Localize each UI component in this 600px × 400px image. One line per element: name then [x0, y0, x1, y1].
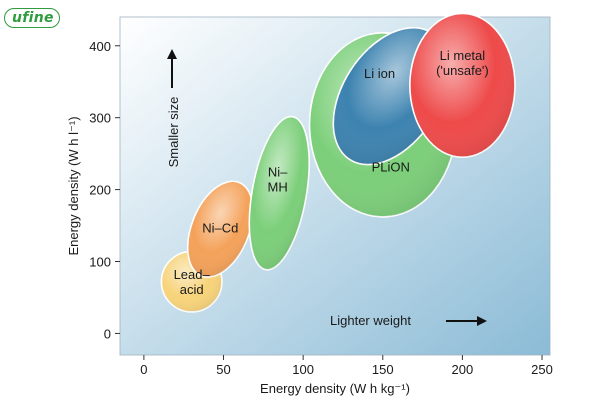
region-label: Lead– acid	[174, 267, 211, 297]
region-label: Ni–Cd	[202, 221, 238, 236]
y-axis-title: Energy density (W h l⁻¹)	[66, 116, 81, 255]
x-tick-label: 100	[292, 362, 314, 377]
x-tick-label: 0	[140, 362, 147, 377]
y-tick-label: 0	[104, 326, 111, 341]
y-axis-ticks: 0 100 200 300 400	[89, 39, 120, 341]
region-shading	[187, 181, 253, 278]
smaller-size-label: Smaller size	[166, 97, 181, 168]
region-label-line: ('unsafe')	[436, 63, 489, 78]
region-shading	[249, 116, 310, 270]
region-label: Ni– MH	[268, 164, 289, 194]
region-label: Li metal ('unsafe')	[436, 48, 489, 78]
region-label-line: Ni–	[268, 164, 288, 179]
region-ni-cd	[186, 180, 254, 278]
y-tick-label: 200	[89, 183, 111, 198]
region-li-metal-unsafe	[409, 12, 516, 159]
regions-layer: Lead– acid Ni–Cd Ni– MH PLiON Li ion Li metal ('…	[160, 12, 516, 313]
x-tick-label: 200	[452, 362, 474, 377]
region-ni-mh	[248, 115, 310, 271]
lighter-weight-label: Lighter weight	[330, 313, 411, 328]
region-label-line: Li ion	[364, 66, 395, 81]
y-tick-label: 400	[89, 39, 111, 54]
x-axis-ticks: 0 50 100 150 200 250	[140, 355, 553, 377]
x-tick-label: 250	[531, 362, 553, 377]
region-label-line: MH	[268, 179, 288, 194]
region-label: PLiON	[372, 160, 410, 175]
y-tick-label: 100	[89, 255, 111, 270]
annotations-layer: Smaller size Lighter weight	[166, 49, 487, 328]
logo-ring	[4, 8, 60, 28]
x-tick-label: 150	[372, 362, 394, 377]
ufine-logo: ufine	[4, 8, 60, 28]
region-label-line: PLiON	[372, 160, 410, 175]
region-shading	[409, 13, 515, 158]
region-label-line: Ni–Cd	[202, 221, 238, 236]
region-label-line: Li metal	[440, 48, 486, 63]
region-label: Li ion	[364, 66, 395, 81]
x-axis-title: Energy density (W h kg⁻¹)	[260, 381, 410, 396]
x-tick-label: 50	[216, 362, 230, 377]
y-tick-label: 300	[89, 111, 111, 126]
logo-text: ufine	[12, 10, 54, 26]
region-label-line: Lead–	[174, 267, 211, 282]
region-label-line: acid	[180, 282, 204, 297]
